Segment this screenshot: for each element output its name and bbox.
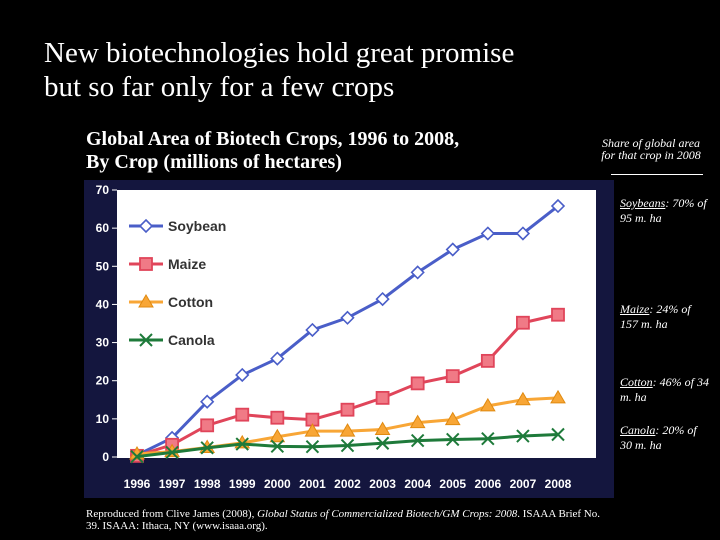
slide-title-line-2: but so far only for a few crops [44,71,395,103]
maize-point [410,376,425,391]
legend-cotton-label: Cotton [168,294,213,310]
canola-point [340,438,355,453]
canola-point [375,436,390,450]
maize-point [516,315,530,330]
canola-point [270,439,285,454]
soybean-point [200,394,215,409]
soybean-point [270,351,285,366]
note-maize: Maize: 24% of 157 m. ha [620,302,691,331]
legend-canola-marker [139,333,153,347]
cotton-point [479,397,496,412]
canola-point [130,449,144,464]
chart-heading: Global Area of Biotech Crops, 1996 to 20… [86,128,586,174]
y-tick-label: 0 [102,450,109,464]
cotton-point [515,391,531,406]
cotton-point [304,423,321,437]
cotton-point [444,411,461,426]
legend-maize-label: Maize [168,256,206,272]
maize-point [445,369,460,384]
slide-title: New biotechnologies hold great promise b… [44,36,664,104]
soybean-point [375,291,390,307]
x-tick-label: 2007 [510,477,537,491]
side-panel-rule [611,174,703,175]
maize-point [270,410,285,425]
soybean-point [550,198,566,214]
x-tick-label: 2008 [545,477,572,491]
legend-soybean-marker [138,218,154,234]
soybean-point [445,242,460,257]
legend-cotton-marker [138,294,154,308]
legend-maize-marker [139,257,153,271]
maize-point [200,418,215,433]
note-cotton-text: 46% of 34 m. ha [620,375,710,404]
note-soybeans-name: Soybeans [620,196,666,210]
soybean-point [515,226,531,241]
note-soybeans: Soybeans: 70% of 95 m. ha [620,196,707,225]
x-tick-label: 2004 [404,477,431,491]
x-tick-label: 1996 [124,477,151,491]
y-tick-label: 40 [96,297,110,311]
legend-canola-label: Canola [168,332,215,348]
x-tick-label: 1999 [229,477,256,491]
crops-chart: 0 10 20 30 40 50 60 70 1996 1997 1998 1999 2000 2001 2… [84,180,614,498]
x-tick-label: 1997 [159,477,186,491]
soybean-point [235,367,250,383]
side-panel-heading: Share of global area for that crop in 20… [601,136,701,162]
x-tick-label: 2003 [369,477,396,491]
note-soybeans-text: 70% of 95 m. ha [620,196,707,225]
maize-point [375,390,390,405]
credit-publication-title: Global Status of Commercialized Biotech/… [257,508,518,520]
slide-title-line-1: New biotechnologies hold great promise [44,37,515,69]
canola-point [551,427,565,442]
x-tick-label: 2006 [474,477,501,491]
x-tick-label: 2001 [299,477,326,491]
maize-point [340,402,355,417]
source-credit: Reproduced from Clive James (2008), Glob… [86,508,606,532]
canola-point [446,432,460,447]
canola-point [165,445,179,460]
canola-point [305,439,320,454]
cotton-point [550,389,566,404]
soybean-point [305,322,320,338]
credit-text-2: . ISAAA Brief No. 39. ISAAA: Ithaca, NY … [86,508,601,532]
chart-heading-line-2: By Crop (millions of hectares) [86,151,342,173]
y-tick-label: 20 [96,374,110,388]
soybean-point [410,265,425,280]
canola-point [516,429,530,443]
chart-heading-line-1: Global Area of Biotech Crops, 1996 to 20… [86,128,460,150]
maize-point [235,407,250,422]
x-tick-label: 2002 [334,477,361,491]
y-tick-label: 30 [96,336,110,350]
canola-point [410,433,425,448]
canola-point [200,441,214,455]
x-tick-label: 2005 [439,477,466,491]
maize-point [480,353,495,368]
maize-point [551,307,565,322]
credit-text-1: Reproduced from Clive James (2008), [86,508,258,520]
note-canola-name: Canola [620,423,656,437]
cotton-point [374,421,391,436]
y-tick-label: 50 [96,259,110,273]
note-canola: Canola: 20% of 30 m. ha [620,423,697,452]
y-tick-label: 70 [96,183,110,197]
legend-soybean-label: Soybean [168,218,226,234]
note-maize-text: 24% of 157 m. ha [620,302,691,331]
y-tick-label: 10 [96,412,110,426]
cotton-point [409,414,426,429]
note-maize-name: Maize [620,302,650,316]
canola-point [235,437,249,451]
cotton-point [269,428,286,443]
note-cotton-name: Cotton [620,375,653,389]
y-tick-label: 60 [96,221,110,235]
note-cotton: Cotton: 46% of 34 m. ha [620,375,710,404]
x-tick-label: 2000 [264,477,291,491]
canola-point [481,431,495,446]
cotton-point [339,423,356,437]
x-tick-label: 1998 [194,477,221,491]
soybean-point [340,310,355,325]
note-canola-text: 20% of 30 m. ha [620,423,697,452]
soybean-point [480,226,495,241]
